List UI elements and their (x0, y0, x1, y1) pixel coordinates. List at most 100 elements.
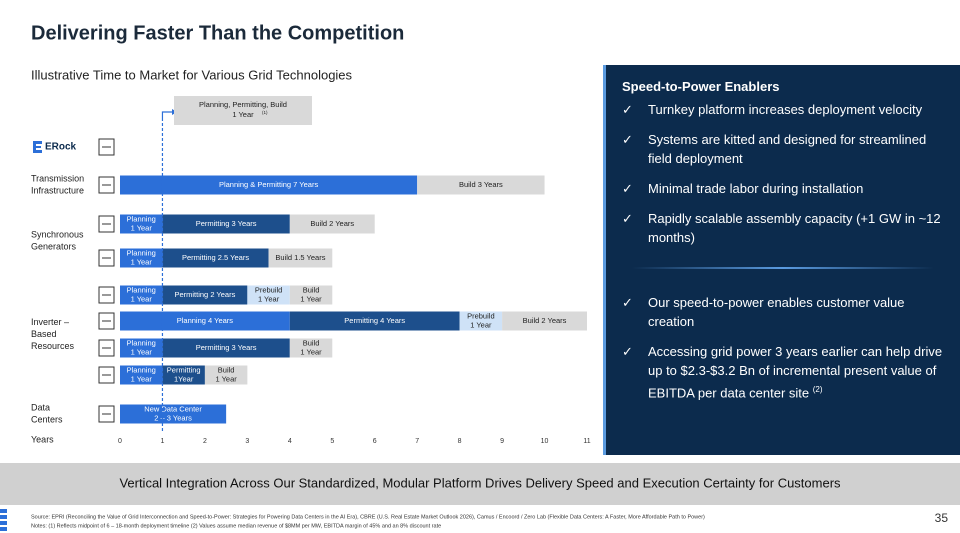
segment-label: 1 Year (215, 374, 237, 383)
x-tick-label: 8 (458, 438, 462, 445)
bar-segment (417, 175, 545, 195)
banner-bg (0, 463, 960, 505)
segment-label: Planning (127, 248, 156, 257)
bar-segment (162, 338, 290, 358)
bar-segment (120, 214, 163, 234)
bullet: ✓ Minimal trade labor during installation (622, 179, 944, 198)
bar-segment (120, 285, 163, 305)
check-icon: ✓ (622, 102, 633, 117)
row-icon (98, 286, 115, 304)
row-icon (98, 249, 115, 267)
bar-segment (162, 285, 248, 305)
x-tick-label: 0 (118, 438, 122, 445)
bullet-body: Turnkey platform increases deployment ve… (648, 102, 923, 117)
x-tick-label: 6 (373, 438, 377, 445)
bullet-body: Systems are kitted and designed for stre… (648, 132, 927, 166)
bullet-body: Accessing grid power 3 years earlier can… (648, 344, 943, 401)
x-tick-label: 11 (583, 438, 590, 445)
bar-segment (120, 404, 227, 424)
segment-label: Permitting (167, 365, 201, 374)
bullet: ✓ Accessing grid power 3 years earlier ca… (622, 342, 944, 402)
callout-note: (1) (262, 110, 268, 115)
banner: Vertical Integration Across Our Standard… (119, 475, 841, 490)
segment-label: Build 2 Years (310, 219, 354, 228)
bar-segment (120, 248, 163, 268)
segment-label: Build 2 Years (523, 316, 567, 325)
segment-label: Permitting 3 Years (196, 219, 257, 228)
callout-text: Planning, Permitting, Build (199, 100, 287, 109)
logo (0, 509, 7, 531)
bar-segment (120, 175, 418, 195)
row-icon (98, 312, 115, 330)
row-icon (98, 405, 115, 423)
callout-box (174, 96, 312, 125)
bar-segment (289, 311, 460, 331)
x-tick-label: 7 (415, 438, 419, 445)
group-label: ERock (45, 142, 77, 153)
row-icon (98, 339, 115, 357)
bar-segment (162, 214, 290, 234)
bullet-text: Accessing grid power 3 years earlier can… (648, 342, 944, 402)
segment-label: Build 3 Years (459, 180, 503, 189)
segment-label: Prebuild (467, 311, 495, 320)
segment-label: Planning (127, 365, 156, 374)
segment-label: Permitting 2.5 Years (182, 253, 249, 262)
bar-segment (120, 365, 163, 385)
segment-label: 1 Year (131, 223, 153, 232)
segment-label: Build (218, 365, 235, 374)
segment-label: 1Year (174, 374, 194, 383)
bullet-text: Our speed-to-power enables customer valu… (648, 293, 944, 331)
bar-segment (120, 338, 163, 358)
segment-label: Prebuild (255, 285, 283, 294)
callout-text: 1 Year (232, 110, 254, 119)
row-icon (98, 215, 115, 233)
check-icon: ✓ (622, 295, 633, 310)
group-label: Infrastructure (31, 185, 84, 195)
bullet: ✓ Our speed-to-power enables customer val… (622, 293, 944, 331)
row-icon (98, 176, 115, 194)
sidebar-title: Speed-to-Power Enablers (622, 79, 780, 94)
segment-label: Permitting 2 Years (174, 290, 235, 299)
bullet-list: ✓ Turnkey platform increases deployment v… (622, 100, 944, 247)
footer-notes: Notes: (1) Reflects midpoint of 6 – 18-m… (31, 523, 441, 529)
bar-segment (459, 311, 503, 331)
segment-label: Planning (127, 285, 156, 294)
bullet-note: (2) (812, 385, 823, 394)
check-icon: ✓ (622, 181, 633, 196)
bullet: ✓ Rapidly scalable assembly capacity (+1 … (622, 209, 944, 247)
segment-label: 1 Year (131, 257, 153, 266)
x-tick-label: 3 (245, 438, 249, 445)
bullet: ✓ Turnkey platform increases deployment v… (622, 100, 944, 119)
bar-segment (162, 365, 205, 385)
x-tick-label: 10 (541, 438, 549, 445)
x-tick-label: 2 (203, 438, 207, 445)
bullet-body: Our speed-to-power enables customer valu… (648, 295, 905, 329)
group-label: Centers (31, 414, 63, 424)
bullet-body: Minimal trade labor during installation (648, 181, 864, 196)
bullet-text: Minimal trade labor during installation (648, 179, 863, 198)
bullet-list: ✓ Our speed-to-power enables customer val… (622, 293, 944, 402)
chart: Years 0 1 2 3 4 5 6 7 8 9 10 11 ERock Transmission Infr… (31, 96, 591, 445)
bullet-text: Systems are kitted and designed for stre… (648, 130, 944, 168)
bullet-body: Rapidly scalable assembly capacity (+1 G… (648, 211, 941, 245)
segment-label: 1 Year (470, 320, 492, 329)
bar-segment (502, 311, 587, 331)
segment-label: 1 Year (300, 347, 322, 356)
group-label: Based (31, 329, 57, 339)
erock-logo (33, 141, 42, 153)
row-icon (98, 366, 115, 384)
bar-segment (289, 285, 333, 305)
bar-segment (289, 338, 333, 358)
group-label: Data (31, 402, 50, 412)
group-label: Synchronous (31, 229, 84, 239)
callout-arrow (161, 111, 172, 118)
segment-label: Build 1.5 Years (275, 253, 325, 262)
bullet: ✓ Systems are kitted and designed for str… (622, 130, 944, 168)
bar-segment (204, 365, 248, 385)
x-tick-label: 5 (330, 438, 334, 445)
divider (632, 267, 934, 269)
chart-title: Illustrative Time to Market for Various … (31, 67, 353, 82)
footer-source: Source: EPRI (Reconciling the Value of G… (31, 514, 705, 520)
